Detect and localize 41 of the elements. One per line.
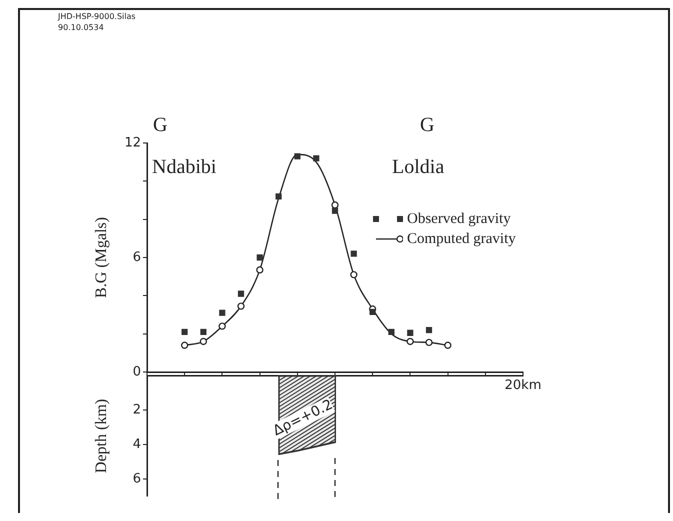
y-tick-label: 4 [132, 436, 141, 452]
point [256, 266, 264, 274]
point [425, 338, 433, 346]
point [350, 250, 357, 257]
point [444, 342, 452, 349]
point [294, 153, 300, 160]
point [181, 342, 188, 349]
point [350, 271, 358, 278]
y-tick-label: 6 [132, 250, 141, 265]
legend-label: Observed gravity [407, 210, 511, 229]
point [276, 193, 282, 200]
y-axis-title: B.G (Mgals) [92, 217, 110, 298]
y-tick-label: 0 [132, 364, 141, 380]
point [332, 208, 338, 214]
point [313, 155, 320, 162]
point [200, 338, 207, 346]
point [219, 310, 226, 316]
annotation: Loldia [392, 156, 444, 179]
point [218, 322, 226, 330]
text: G [420, 114, 434, 137]
y-tick-label: 2 [132, 402, 141, 418]
y-tick-label: 6 [132, 471, 141, 486]
point [426, 326, 432, 334]
point [238, 290, 244, 297]
point [406, 338, 414, 346]
point [388, 328, 394, 335]
annotation: Ndabibi [152, 156, 216, 179]
y-axis-title: Depth (km) [92, 398, 110, 474]
point [256, 254, 263, 261]
point [237, 302, 245, 310]
y-tick-label: 12 [124, 135, 141, 150]
point [407, 330, 414, 336]
legend-label: Computed gravity [407, 230, 516, 249]
point [200, 328, 206, 335]
x-tick-label: 20km [504, 378, 542, 394]
text: G [153, 114, 168, 137]
point [370, 308, 376, 315]
text: 90.10.0534 [58, 23, 104, 32]
point [331, 201, 339, 209]
text: JHD-HSP-9000.Silas [58, 12, 136, 21]
point [182, 328, 188, 335]
